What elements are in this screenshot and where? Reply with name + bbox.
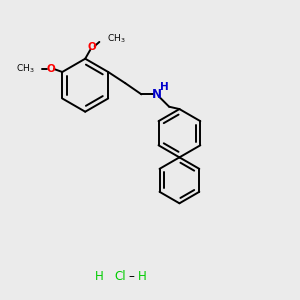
Text: CH$_3$: CH$_3$ <box>107 33 126 45</box>
Text: H: H <box>95 270 103 283</box>
Text: H: H <box>160 82 169 92</box>
Text: N: N <box>152 88 162 101</box>
Text: O: O <box>87 42 96 52</box>
Text: O: O <box>46 64 55 74</box>
Text: Cl: Cl <box>115 270 126 283</box>
Text: –: – <box>128 270 134 283</box>
Text: CH$_3$: CH$_3$ <box>16 63 34 75</box>
Text: H: H <box>138 270 147 283</box>
